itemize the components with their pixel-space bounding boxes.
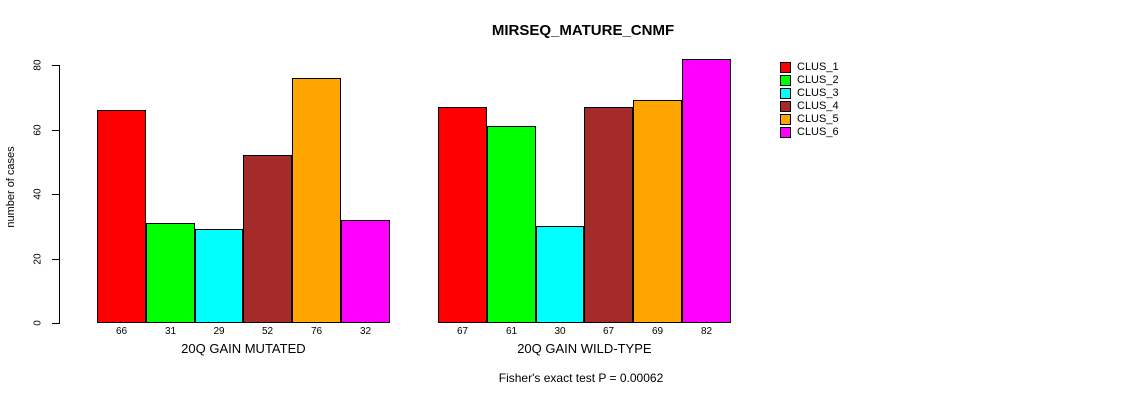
y-tick-label: 0 — [32, 320, 44, 326]
y-tick — [52, 194, 59, 195]
bar-value-label: 67 — [602, 326, 615, 337]
legend-label: CLUS_1 — [797, 61, 839, 73]
legend-label: CLUS_4 — [797, 100, 839, 112]
y-axis-line — [59, 65, 60, 324]
bar-clus_6 — [682, 59, 731, 323]
group-axis-label: 20Q GAIN WILD-TYPE — [517, 341, 652, 356]
bar-clus_4 — [584, 107, 633, 323]
chart-title: MIRSEQ_MATURE_CNMF — [491, 22, 675, 39]
legend-label: CLUS_6 — [797, 126, 839, 138]
bar-value-label: 66 — [115, 326, 128, 337]
bar-value-label: 82 — [700, 326, 713, 337]
y-tick — [52, 323, 59, 324]
bar-value-label: 30 — [554, 326, 566, 337]
legend-swatch-clus_4 — [780, 101, 791, 112]
bar-clus_3 — [536, 226, 584, 323]
bar-clus_1 — [97, 110, 146, 323]
bar-value-label: 31 — [164, 326, 177, 337]
bar-value-label: 29 — [213, 326, 225, 337]
bar-clus_3 — [195, 229, 243, 323]
bar-clus_4 — [243, 155, 292, 323]
group-axis-label: 20Q GAIN MUTATED — [181, 341, 306, 356]
y-tick — [52, 130, 59, 131]
legend-swatch-clus_3 — [780, 88, 791, 99]
bar-clus_1 — [438, 107, 487, 323]
y-axis-label: number of cases — [5, 146, 17, 228]
legend-swatch-clus_5 — [780, 114, 791, 125]
bar-clus_2 — [487, 126, 536, 323]
bar-clus_6 — [341, 220, 390, 323]
y-tick — [52, 65, 59, 66]
bar-value-label: 76 — [310, 326, 323, 337]
fisher-test-note: Fisher's exact test P = 0.00062 — [498, 371, 664, 385]
legend-label: CLUS_2 — [797, 74, 839, 86]
y-tick-label: 20 — [32, 253, 44, 265]
bar-value-label: 32 — [359, 326, 372, 337]
legend-swatch-clus_6 — [780, 127, 791, 138]
bar-value-label: 52 — [261, 326, 274, 337]
legend-swatch-clus_2 — [780, 75, 791, 86]
bar-clus_2 — [146, 223, 195, 323]
y-tick — [52, 259, 59, 260]
y-tick-label: 40 — [32, 188, 44, 200]
bar-value-label: 67 — [456, 326, 469, 337]
bar-value-label: 61 — [505, 326, 518, 337]
bar-clus_5 — [292, 78, 341, 323]
bar-clus_5 — [633, 100, 682, 323]
bar-value-label: 69 — [651, 326, 664, 337]
legend-swatch-clus_1 — [780, 62, 791, 73]
legend-label: CLUS_3 — [797, 87, 839, 99]
y-tick-label: 60 — [32, 124, 44, 136]
legend-label: CLUS_5 — [797, 113, 839, 125]
y-tick-label: 80 — [32, 59, 44, 71]
